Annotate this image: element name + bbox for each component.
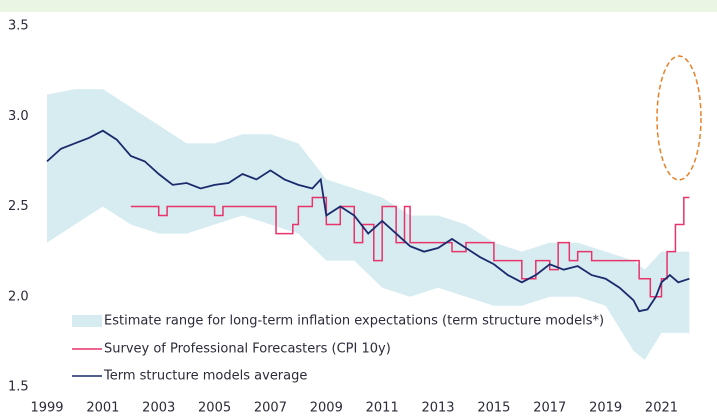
spf-line — [130, 196, 690, 298]
x-tick-label: 2017 — [533, 401, 566, 416]
highlight-ellipse — [656, 55, 702, 181]
x-tick-label: 2021 — [645, 401, 678, 416]
x-tick-label: 2019 — [589, 401, 622, 416]
header-band — [0, 0, 717, 12]
y-tick-label: 1.5 — [8, 380, 29, 395]
legend-label: Estimate range for long-term inflation e… — [104, 314, 604, 329]
x-tick-label: 2005 — [198, 401, 231, 416]
x-tick-label: 1999 — [30, 401, 63, 416]
x-tick-label: 2003 — [142, 401, 175, 416]
x-tick-label: 2001 — [86, 401, 119, 416]
x-tick-label: 2015 — [477, 401, 510, 416]
legend-label: Survey of Professional Forecasters (CPI … — [104, 342, 391, 357]
legend-label: Term structure models average — [103, 369, 307, 384]
average-line — [46, 129, 690, 313]
x-tick-label: 2011 — [366, 401, 399, 416]
y-tick-label: 2.5 — [8, 199, 29, 214]
x-tick-label: 2007 — [254, 401, 287, 416]
y-tick-label: 3.5 — [8, 19, 29, 34]
x-tick-label: 2013 — [421, 401, 454, 416]
x-tick-label: 2009 — [310, 401, 343, 416]
plot: 1.5 2.0 2.5 3.0 3.5 1999 2001 2003 2005 2007 2009 2… — [8, 19, 690, 416]
legend-swatch — [72, 315, 102, 327]
y-tick-label: 2.0 — [8, 289, 29, 304]
y-tick-label: 3.0 — [8, 109, 29, 124]
